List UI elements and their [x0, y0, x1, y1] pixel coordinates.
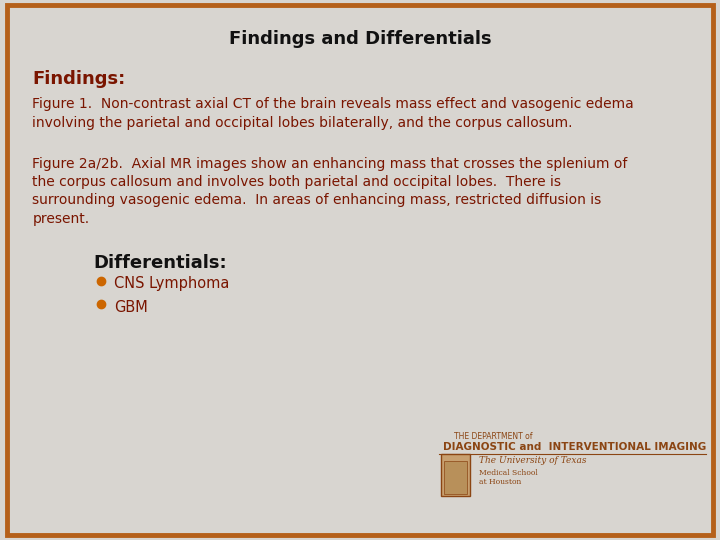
Text: GBM: GBM: [114, 300, 148, 315]
Text: Findings:: Findings:: [32, 70, 126, 88]
Text: Figure 2a/2b.  Axial MR images show an enhancing mass that crosses the splenium : Figure 2a/2b. Axial MR images show an en…: [32, 157, 628, 226]
FancyBboxPatch shape: [444, 461, 467, 494]
Text: The University of Texas: The University of Texas: [479, 456, 586, 465]
Text: at Houston: at Houston: [479, 478, 521, 487]
Text: DIAGNOSTIC and  INTERVENTIONAL IMAGING: DIAGNOSTIC and INTERVENTIONAL IMAGING: [443, 442, 706, 452]
Text: Figure 1.  Non-contrast axial CT of the brain reveals mass effect and vasogenic : Figure 1. Non-contrast axial CT of the b…: [32, 97, 634, 130]
FancyBboxPatch shape: [441, 454, 470, 496]
Text: CNS Lymphoma: CNS Lymphoma: [114, 276, 229, 292]
FancyBboxPatch shape: [7, 5, 713, 535]
Text: Findings and Differentials: Findings and Differentials: [229, 30, 491, 48]
Text: Medical School: Medical School: [479, 469, 538, 477]
Text: Differentials:: Differentials:: [94, 254, 228, 272]
Text: THE DEPARTMENT of: THE DEPARTMENT of: [454, 432, 532, 441]
